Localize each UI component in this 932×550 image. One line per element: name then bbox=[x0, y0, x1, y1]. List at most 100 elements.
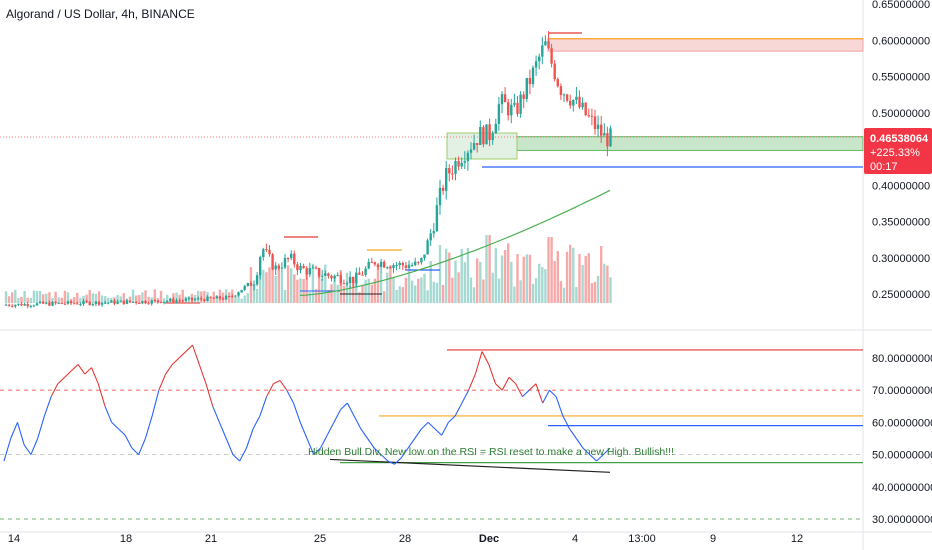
candle-body bbox=[144, 301, 147, 304]
volume-bar bbox=[79, 297, 82, 303]
rsi-tick-label: 30.00000000 bbox=[872, 514, 932, 526]
rsi-line-segment bbox=[562, 415, 571, 430]
volume-bar bbox=[317, 269, 321, 303]
volume-bar bbox=[51, 298, 54, 303]
candle-body bbox=[4, 304, 8, 306]
volume-bar bbox=[203, 291, 206, 303]
rsi-line-segment bbox=[461, 389, 470, 404]
candle-body bbox=[265, 249, 268, 251]
volume-bar bbox=[417, 278, 420, 303]
volume-bar bbox=[593, 281, 597, 303]
volume-bar bbox=[240, 298, 243, 303]
rsi-line-segment bbox=[373, 447, 382, 455]
volume-bar bbox=[4, 291, 8, 303]
candle-body bbox=[141, 301, 144, 304]
candle-body bbox=[110, 300, 113, 303]
candle-body bbox=[438, 187, 442, 206]
candle-body bbox=[66, 301, 70, 304]
rsi-line-segment bbox=[91, 367, 99, 384]
candle-body bbox=[485, 124, 488, 145]
countdown-label: 00:17 bbox=[870, 161, 898, 173]
candle-body bbox=[559, 86, 563, 95]
price-change-label: +225.33% bbox=[870, 147, 920, 159]
volume-bar bbox=[138, 294, 141, 303]
candle-body bbox=[383, 261, 386, 268]
candle-body bbox=[454, 160, 457, 174]
rsi-line-segment bbox=[23, 444, 32, 455]
candle-body bbox=[162, 301, 166, 304]
candle-body bbox=[243, 285, 246, 290]
volume-bar bbox=[448, 252, 451, 303]
candle-body bbox=[429, 233, 432, 241]
rsi-line-segment bbox=[30, 438, 39, 455]
candle-body bbox=[113, 300, 116, 304]
time-tick-label: 21 bbox=[205, 533, 217, 545]
volume-bar bbox=[48, 292, 51, 303]
volume-bar bbox=[454, 260, 457, 303]
candle-body bbox=[215, 296, 218, 299]
volume-bar bbox=[485, 235, 488, 303]
rsi-line-segment bbox=[549, 389, 557, 398]
volume-bar bbox=[522, 256, 525, 303]
candle-body bbox=[500, 94, 504, 105]
price-tick-label: 0.25000000 bbox=[872, 289, 930, 301]
candle-body bbox=[423, 254, 426, 258]
candle-body bbox=[525, 77, 528, 99]
rsi-line-segment bbox=[70, 364, 79, 372]
candle-body bbox=[231, 296, 234, 298]
candle-body bbox=[268, 249, 271, 255]
rsi-line-segment bbox=[64, 370, 72, 378]
volume-bar bbox=[255, 288, 259, 303]
volume-bar bbox=[352, 281, 355, 303]
candle-body bbox=[69, 301, 73, 304]
volume-bar bbox=[308, 291, 311, 303]
rsi-line-segment bbox=[205, 383, 214, 407]
volume-bar bbox=[525, 254, 528, 303]
volume-bar bbox=[578, 254, 581, 303]
candle-body bbox=[541, 45, 544, 57]
candle-body bbox=[361, 274, 364, 276]
rsi-line-segment bbox=[138, 438, 146, 455]
candle-body bbox=[572, 100, 575, 106]
volume-bar bbox=[494, 248, 497, 303]
rsi-line-segment bbox=[319, 435, 328, 449]
volume-bar bbox=[280, 271, 284, 303]
time-tick-label: 9 bbox=[710, 533, 716, 545]
candle-body bbox=[262, 249, 265, 258]
divergence-line bbox=[329, 458, 611, 473]
volume-bar bbox=[423, 273, 426, 303]
candle-body bbox=[401, 262, 404, 266]
rsi-line-segment bbox=[192, 344, 200, 365]
price-tick-label: 0.55000000 bbox=[872, 72, 930, 84]
volume-bar bbox=[358, 292, 361, 303]
volume-bar bbox=[29, 297, 32, 303]
volume-bar bbox=[277, 267, 280, 303]
rsi-line-segment bbox=[535, 383, 544, 404]
volume-bar bbox=[119, 296, 122, 303]
volume-bar bbox=[376, 265, 380, 303]
rsi-line-segment bbox=[394, 457, 402, 465]
volume-bar bbox=[553, 261, 556, 303]
volume-bar bbox=[435, 282, 439, 303]
volume-bar bbox=[386, 272, 389, 303]
rsi-line-segment bbox=[158, 373, 167, 391]
volume-bar bbox=[42, 294, 45, 303]
candle-body bbox=[479, 127, 482, 145]
candle-body bbox=[14, 304, 17, 307]
volume-bar bbox=[333, 276, 336, 303]
volume-bar bbox=[7, 296, 11, 303]
volume-bar bbox=[466, 247, 470, 303]
rsi-line-segment bbox=[252, 415, 261, 430]
candle-body bbox=[398, 262, 401, 265]
volume-bar bbox=[581, 264, 584, 303]
candle-body bbox=[138, 302, 141, 304]
volume-bar bbox=[364, 279, 367, 303]
rsi-line-segment bbox=[37, 415, 45, 439]
volume-bar bbox=[565, 251, 569, 303]
candle-body bbox=[197, 298, 200, 300]
candle-body bbox=[600, 124, 603, 136]
candle-body bbox=[193, 299, 197, 301]
rsi-line-segment bbox=[488, 364, 497, 384]
candle-body bbox=[125, 300, 129, 304]
